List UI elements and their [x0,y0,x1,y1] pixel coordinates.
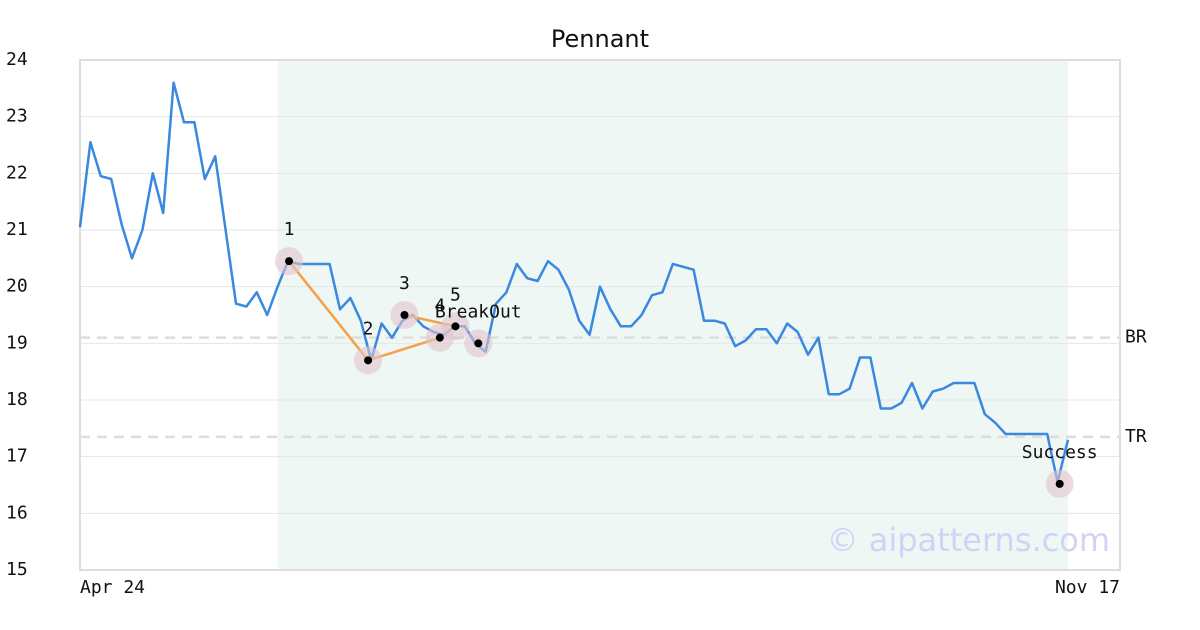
marker-label: Success [1022,442,1098,463]
y-tick-label: 16 [6,502,28,523]
marker [1055,479,1064,488]
marker [435,333,444,342]
y-tick-label: 20 [6,276,28,297]
plot-border [79,59,1121,571]
x-tick-label: Nov 17 [1055,577,1120,598]
marker-label: 1 [284,219,295,240]
y-tick-label: 22 [6,162,28,183]
marker [364,356,373,365]
marker-label: 3 [399,273,410,294]
marker [400,311,409,319]
reference-label: BR [1125,327,1147,348]
y-tick-label: 17 [6,446,28,467]
y-tick-label: 18 [6,389,28,410]
y-tick-label: 15 [6,559,28,580]
watermark: © aipatterns.com [827,521,1110,559]
marker-label: 5 [450,284,461,305]
chart-title: Pennant [551,25,649,53]
x-tick-label: Apr 24 [80,577,145,598]
y-tick-label: 24 [6,49,28,70]
marker-label: 2 [363,318,374,339]
y-tick-label: 23 [6,106,28,127]
y-tick-label: 19 [6,332,28,353]
marker [451,322,460,331]
marker [285,257,294,266]
price-line [78,81,1070,484]
reference-label: TR [1125,426,1147,447]
pattern-line [288,260,370,362]
y-tick-label: 21 [6,219,28,240]
marker [474,339,483,348]
marker-label: BreakOut [435,301,522,322]
marker-label: 4 [434,296,445,317]
